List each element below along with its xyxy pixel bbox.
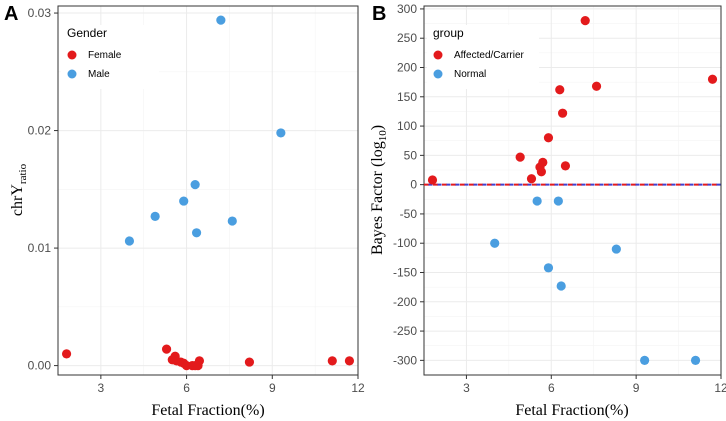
panel-a-point-male xyxy=(227,216,237,226)
panel-b-y-tick-label: -50 xyxy=(400,207,418,221)
panel-a-ticks: 3 6 9 12 0.00 0.01 0.02 0.03 xyxy=(28,6,365,395)
panel-a-legend-title: Gender xyxy=(67,26,107,40)
panel-a-point-male xyxy=(150,211,160,221)
panel-a-letter: A xyxy=(4,3,18,25)
panel-b-point-normal xyxy=(611,244,621,254)
panel-b-y-tick-label: -100 xyxy=(393,236,417,250)
panel-b-point-normal xyxy=(553,196,563,206)
panel-a-point-male xyxy=(216,15,226,25)
panel-b-point-affected-carrier xyxy=(538,157,548,167)
panel-b-x-title: Fetal Fraction(%) xyxy=(515,402,628,419)
panel-a-point-female xyxy=(194,356,205,366)
panel-a-point-female xyxy=(161,344,172,354)
panel-b-ticks: 3 6 9 12 -300 -250 -200 -150 -100 -50 0 50 100 150 200… xyxy=(393,2,726,395)
panel-b-y-tick-label: 250 xyxy=(397,31,417,45)
panel-b-legend-title: group xyxy=(433,26,464,40)
panel-b-points xyxy=(427,16,718,365)
panel-b-point-normal xyxy=(556,281,566,291)
panel-b-y-tick-label: -300 xyxy=(393,353,417,367)
panel-a-y-tick-label: 0.01 xyxy=(28,241,52,255)
panel-a-legend: Gender Female Male xyxy=(61,25,159,89)
panel-b-y-tick-label: 150 xyxy=(397,90,417,104)
legend-key-male xyxy=(67,69,77,79)
legend-label-male: Male xyxy=(88,69,110,80)
panel-b-x-tick-label: 3 xyxy=(463,381,470,395)
panel-b-x-tick-label: 9 xyxy=(633,381,640,395)
panel-b-y-tick-label: 50 xyxy=(404,148,418,162)
panel-a-y-tick-label: 0.03 xyxy=(28,6,52,20)
panel-a-x-tick-label: 6 xyxy=(183,381,190,395)
panel-a-frame xyxy=(57,5,359,376)
panel-a-point-female xyxy=(344,356,355,366)
legend-label-affected: Affected/Carrier xyxy=(454,50,525,61)
panel-a-x-tick-label: 9 xyxy=(269,381,276,395)
panel-b-y-tick-label: -150 xyxy=(393,266,417,280)
panel-b-point-affected-carrier xyxy=(558,108,568,118)
panel-a-point-female xyxy=(61,349,72,359)
panel-b-point-affected-carrier xyxy=(591,81,602,91)
panel-b-point-affected-carrier xyxy=(555,85,565,95)
panel-b-y-tick-label: 0 xyxy=(410,178,417,192)
panel-b-y-title: Bayes Factor (log10) xyxy=(369,125,389,255)
panel-b-point-affected-carrier xyxy=(560,161,571,171)
panel-b-point-affected-carrier xyxy=(543,133,554,143)
panel-a-y-tick-label: 0.00 xyxy=(28,359,52,373)
panel-b-y-tick-label: 100 xyxy=(397,119,417,133)
panel-a-x-tick-label: 12 xyxy=(351,381,365,395)
panel-a-point-female xyxy=(244,357,255,367)
panel-b-y-tick-label: -250 xyxy=(393,324,417,338)
panel-b-point-normal xyxy=(690,355,701,365)
panel-b-point-affected-carrier xyxy=(707,74,718,84)
panel-b-point-normal xyxy=(490,238,500,248)
panel-b-y-tick-label: 300 xyxy=(397,2,417,16)
panel-a-x-tick-label: 3 xyxy=(98,381,105,395)
panel-a-point-male xyxy=(276,128,286,138)
panel-a-points xyxy=(61,15,355,371)
panel-a-point-male xyxy=(179,196,189,206)
panel-b-point-normal xyxy=(543,263,554,273)
legend-key-normal xyxy=(433,69,443,79)
panel-b-point-affected-carrier xyxy=(536,167,546,177)
panel-b-point-affected-carrier xyxy=(427,175,438,185)
panel-a-y-title: chrYratio xyxy=(9,163,29,216)
panel-a-x-title: Fetal Fraction(%) xyxy=(151,402,264,419)
panel-b-legend: group Affected/Carrier Normal xyxy=(427,25,539,89)
panel-a-y-tick-label: 0.02 xyxy=(28,124,52,138)
panel-b-point-affected-carrier xyxy=(515,152,525,162)
panel-b-frame xyxy=(423,5,722,376)
panel-b-point-affected-carrier xyxy=(580,16,590,26)
panel-b-point-normal xyxy=(532,196,542,206)
panel-b-point-affected-carrier xyxy=(526,174,537,184)
legend-label-normal: Normal xyxy=(454,69,486,80)
panel-b-x-tick-label: 6 xyxy=(548,381,555,395)
panel-b: B 3 6 9 12 -300 -250 -200 -150 -100 -50 0 50 100 150 2… xyxy=(369,2,726,419)
panel-b-letter: B xyxy=(372,3,386,25)
legend-label-female: Female xyxy=(88,50,122,61)
panel-b-x-tick-label: 12 xyxy=(714,381,726,395)
legend-key-female xyxy=(67,50,77,60)
legend-key-affected xyxy=(433,50,443,60)
panel-a-point-male xyxy=(190,180,200,190)
panel-b-y-tick-label: 200 xyxy=(397,61,417,75)
panel-b-y-tick-label: -200 xyxy=(393,295,417,309)
panel-a-point-male xyxy=(191,228,202,238)
panel-a-point-male xyxy=(124,236,135,246)
panel-a-point-female xyxy=(327,356,337,366)
panel-a: A 3 6 9 12 0.00 0.01 0.02 0.03 Fetal Fraction(%… xyxy=(4,3,365,419)
panel-b-point-normal xyxy=(640,355,650,365)
